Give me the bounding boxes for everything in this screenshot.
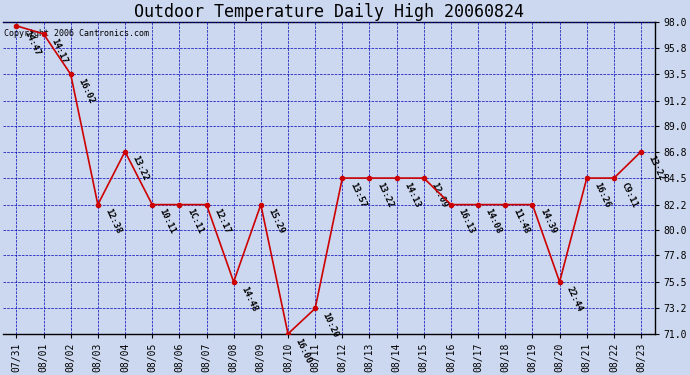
Text: 13:22: 13:22 (130, 154, 150, 183)
Text: 14:48: 14:48 (239, 285, 259, 313)
Text: 1C:11: 1C:11 (185, 207, 204, 236)
Text: 16:02: 16:02 (76, 77, 96, 105)
Text: 16:13: 16:13 (457, 207, 476, 236)
Text: Copyright 2006 Cantronics.com: Copyright 2006 Cantronics.com (4, 28, 149, 38)
Text: 13:22: 13:22 (647, 154, 666, 183)
Text: 14:08: 14:08 (484, 207, 503, 236)
Text: 14:13: 14:13 (402, 181, 422, 209)
Text: 13:57: 13:57 (348, 181, 367, 209)
Text: 22:44: 22:44 (565, 285, 584, 313)
Text: 15:29: 15:29 (266, 207, 286, 236)
Text: 10:11: 10:11 (158, 207, 177, 236)
Text: 16:00: 16:00 (293, 337, 313, 365)
Text: 13:22: 13:22 (375, 181, 395, 209)
Text: 12:09: 12:09 (429, 181, 449, 209)
Text: 14:47: 14:47 (22, 28, 41, 57)
Title: Outdoor Temperature Daily High 20060824: Outdoor Temperature Daily High 20060824 (134, 3, 524, 21)
Text: 10:20: 10:20 (321, 311, 340, 339)
Text: C9:11: C9:11 (620, 181, 639, 209)
Text: 11:48: 11:48 (511, 207, 531, 236)
Text: 12:17: 12:17 (212, 207, 232, 236)
Text: 14:39: 14:39 (538, 207, 558, 236)
Text: 12:38: 12:38 (104, 207, 123, 236)
Text: 16:26: 16:26 (592, 181, 612, 209)
Text: 14:17: 14:17 (49, 37, 68, 65)
